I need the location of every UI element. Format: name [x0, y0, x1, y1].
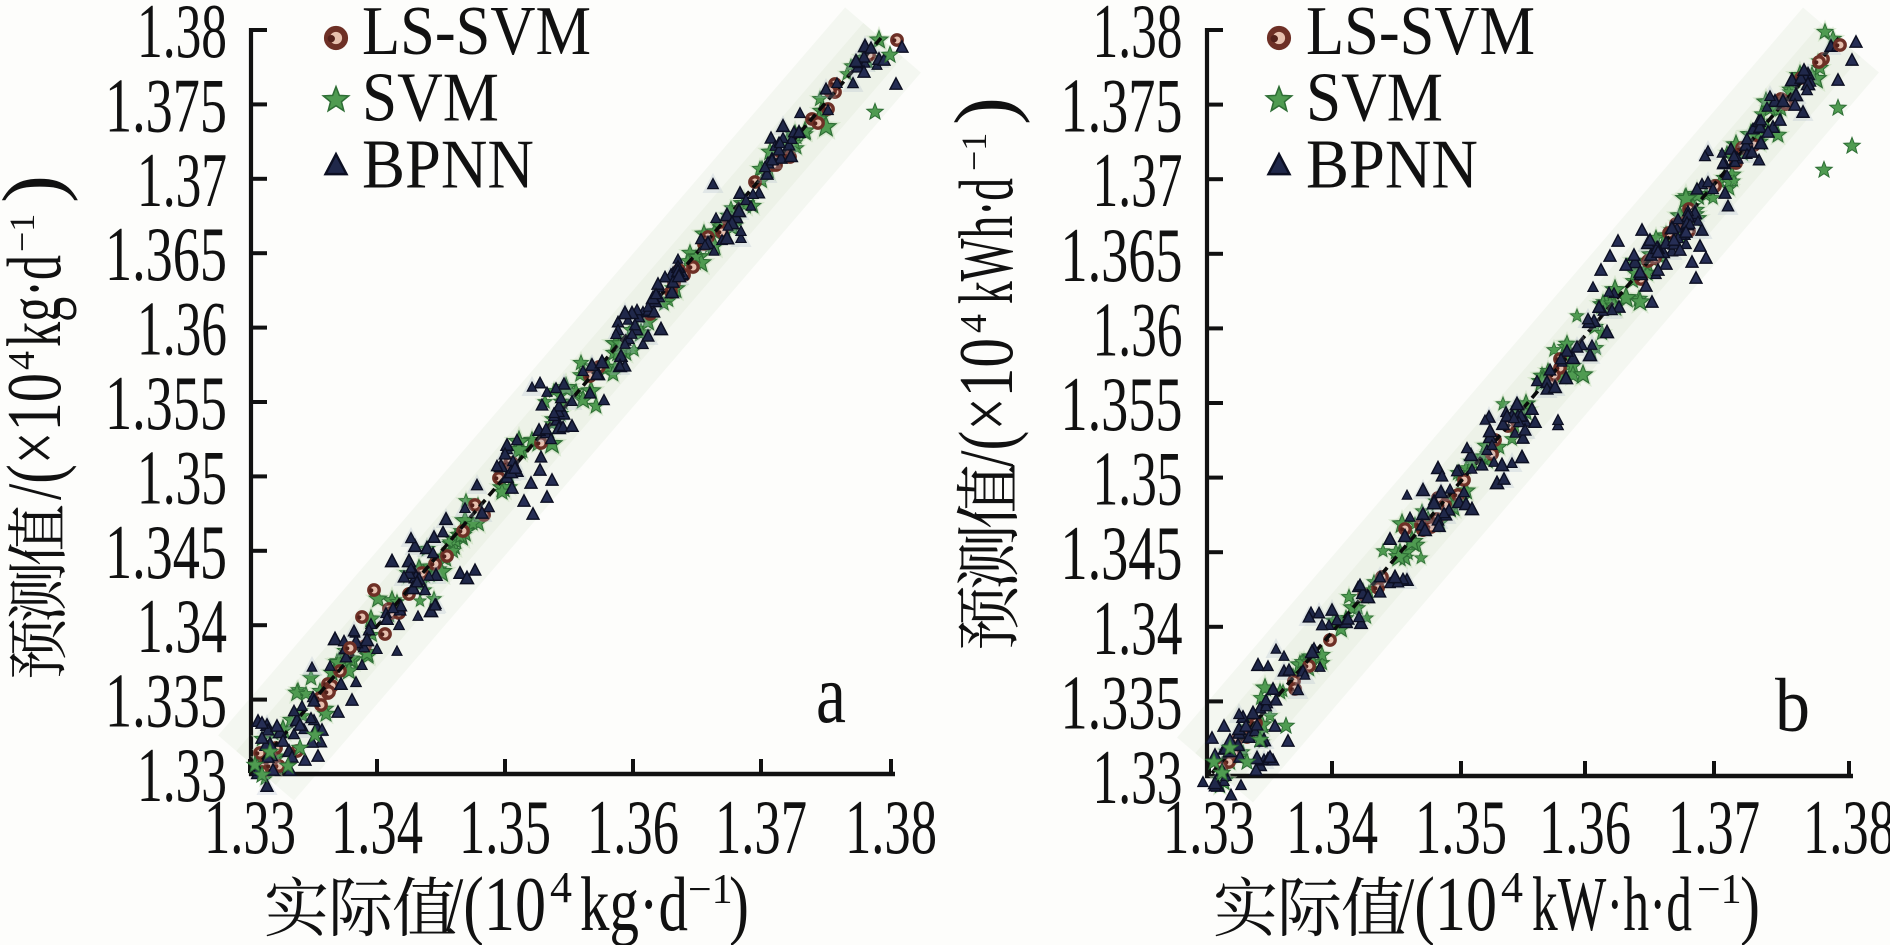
svg-text:): ): [1740, 861, 1760, 945]
svg-text:1.355: 1.355: [1061, 361, 1183, 447]
svg-text:−1: −1: [954, 133, 994, 171]
svg-text:b: b: [1775, 664, 1810, 748]
svg-text:1.33: 1.33: [1163, 784, 1255, 870]
svg-text:1.35: 1.35: [1093, 436, 1183, 522]
svg-text:1.355: 1.355: [105, 360, 227, 446]
svg-text:1.365: 1.365: [1061, 212, 1183, 298]
svg-text:1.33: 1.33: [1093, 734, 1183, 820]
svg-text:SVM: SVM: [362, 60, 499, 137]
svg-text:1.34: 1.34: [331, 784, 423, 870]
svg-text:LS-SVM: LS-SVM: [1306, 0, 1535, 70]
svg-text:1.375: 1.375: [1061, 63, 1183, 149]
svg-text:kg·d: kg·d: [0, 255, 77, 347]
svg-text:/(×10: /(×10: [943, 338, 1029, 467]
svg-text:): ): [729, 861, 749, 945]
svg-text:kg·d: kg·d: [580, 861, 688, 945]
svg-text:1.335: 1.335: [105, 658, 227, 744]
svg-text:4: 4: [953, 314, 995, 333]
svg-text:1.36: 1.36: [587, 784, 679, 870]
svg-text:1.37: 1.37: [1093, 137, 1183, 223]
svg-text:/(10: /(10: [1397, 861, 1497, 945]
svg-text:−1: −1: [688, 867, 733, 913]
svg-text:4: 4: [550, 863, 572, 912]
svg-text:1.37: 1.37: [137, 137, 227, 223]
svg-text:1.345: 1.345: [105, 509, 227, 595]
svg-text:4: 4: [1, 351, 43, 370]
svg-text:1.35: 1.35: [459, 784, 551, 870]
svg-text:): ): [0, 175, 79, 203]
svg-text:1.35: 1.35: [1415, 784, 1507, 870]
svg-text:1.365: 1.365: [105, 211, 227, 297]
svg-text:1.37: 1.37: [715, 784, 807, 870]
svg-text:1.345: 1.345: [1061, 510, 1183, 596]
svg-text:1.36: 1.36: [137, 286, 227, 372]
svg-text:1.37: 1.37: [1668, 784, 1760, 870]
svg-text:BPNN: BPNN: [362, 127, 534, 204]
svg-text:−1: −1: [2, 214, 42, 252]
svg-text:1.34: 1.34: [1093, 585, 1183, 671]
svg-text:): ): [938, 97, 1031, 125]
svg-text:1.38: 1.38: [1803, 784, 1890, 870]
svg-text:SVM: SVM: [1306, 60, 1443, 137]
svg-text:kW·h·d: kW·h·d: [1532, 861, 1692, 945]
svg-text:1.36: 1.36: [1539, 784, 1631, 870]
svg-text:1.33: 1.33: [137, 732, 227, 818]
svg-text:LS-SVM: LS-SVM: [362, 0, 591, 70]
svg-text:1.34: 1.34: [1286, 784, 1378, 870]
svg-text:1.38: 1.38: [1093, 0, 1183, 74]
svg-text:1.35: 1.35: [137, 434, 227, 520]
svg-text:1.335: 1.335: [1061, 659, 1183, 745]
svg-text:kWh·d: kWh·d: [943, 178, 1029, 304]
svg-text:/(10: /(10: [446, 861, 546, 945]
svg-text:/(×10: /(×10: [0, 373, 77, 500]
svg-text:1.375: 1.375: [105, 62, 227, 148]
svg-text:4: 4: [1501, 863, 1523, 912]
svg-text:1.38: 1.38: [137, 0, 227, 74]
svg-text:1.33: 1.33: [204, 784, 296, 870]
svg-text:1.38: 1.38: [845, 784, 937, 870]
svg-text:1.36: 1.36: [1093, 286, 1183, 372]
svg-text:1.34: 1.34: [137, 583, 227, 669]
svg-text:a: a: [816, 648, 846, 741]
svg-text:BPNN: BPNN: [1306, 127, 1478, 204]
svg-text:−1: −1: [1697, 867, 1742, 913]
